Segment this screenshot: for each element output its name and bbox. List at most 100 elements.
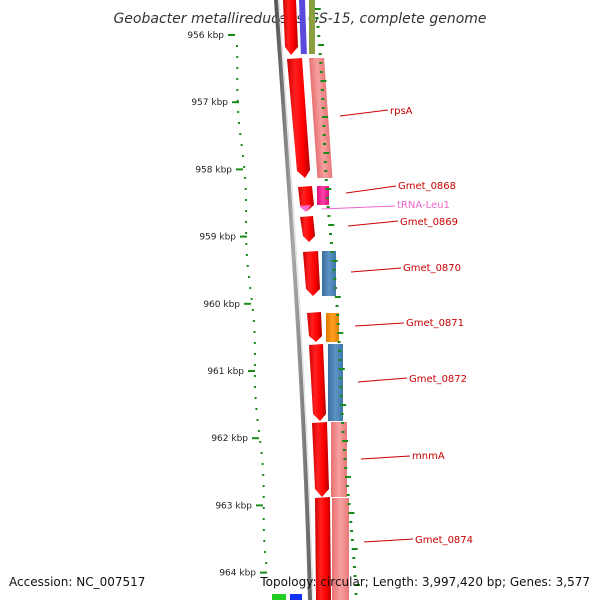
ruler-tick-label: 964 kbp [219,569,256,579]
outer-dash [342,449,346,451]
gc-skew-dot [253,353,256,355]
accession-text: Accession: NC_007517 [9,575,145,589]
outer-dash [325,188,332,190]
outer-dash [335,305,339,307]
cds-arrow [303,251,320,296]
outer-dash [339,377,343,379]
outer-dash [318,53,322,55]
outer-dash [320,80,327,82]
gc-skew-dot [247,276,250,278]
outer-dash [325,197,329,199]
gene-block-gmet0870 [322,251,336,296]
leader-line [350,267,402,273]
gc-skew-dot [260,452,263,454]
ruler-tick-label: 957 kbp [191,98,228,108]
outer-dash [350,530,354,532]
outer-dash [319,62,323,64]
feature-label-trna: tRNA-Leu1 [397,200,450,211]
gc-skew-dot [262,485,265,487]
cds-arrow [300,216,315,242]
leader-line [354,322,405,327]
gc-skew-dot [252,320,255,322]
gc-skew-dot [245,199,248,201]
outer-dash [322,125,326,127]
gc-skew-dot [237,111,240,113]
outer-dash [323,152,330,154]
gc-skew-dot [238,122,241,124]
cds-arrow [315,497,331,600]
outer-dash [321,107,325,109]
outer-dash [324,170,328,172]
outer-dash [344,467,348,469]
gene-block-gmet0871 [326,313,339,342]
genome-backbone [274,0,312,600]
gc-skew-dot [254,397,257,399]
gc-skew-dot [253,364,256,366]
outer-dash [327,215,331,217]
outer-dash [338,359,342,361]
outer-dash [342,440,349,442]
feature-label: Gmet_0869 [400,217,458,228]
position-ruler: 956 kbp 957 kbp 958 kbp 959 kbp 960 kbp 961 k… [187,31,267,579]
outer-dash [337,341,341,343]
outer-dash [338,368,345,370]
gc-skew-dot [236,100,239,102]
feature-label: rpsA [390,106,413,117]
outer-dash [315,17,319,19]
ruler-tick-label: 962 kbp [211,434,248,444]
gc-skew-dot [243,166,246,168]
gc-skew-dot [239,133,242,135]
cds-arrow [307,312,322,342]
gc-skew-dot [262,474,265,476]
outer-dash [341,422,345,424]
feature-label: Gmet_0871 [406,318,464,329]
gc-skew-dot [259,441,262,443]
gc-skew-dot [245,210,248,212]
outer-dash [346,494,350,496]
outer-dash [324,179,328,181]
ruler-tick-label: 963 kbp [215,501,252,511]
gc-skew-dot [262,507,265,509]
feature-labels: rpsA Gmet_0868 tRNA-Leu1 Gmet_0869 Gmet_… [321,106,473,546]
gene-block-rpsA [309,58,333,178]
outer-dash [347,503,351,505]
gc-skew-dot [244,177,247,179]
gc-skew-dot [241,155,244,157]
gc-skew-dot [253,331,256,333]
outer-dash [340,413,344,415]
gc-skew-dot [255,408,258,410]
outer-dash [341,431,345,433]
outer-dash [340,404,347,406]
outer-dash [330,251,334,253]
outer-dash [329,242,333,244]
gene-category-track [309,58,349,600]
feature-label: Gmet_0874 [415,535,473,546]
outer-dash [317,35,321,37]
outer-dash [319,71,323,73]
gc-skew-dot [253,375,256,377]
gc-skew-dot [257,430,260,432]
gene-block-gmet0872 [328,344,343,421]
feature-label: Gmet_0870 [403,263,461,274]
gc-skew-dot [253,342,256,344]
outer-dash [322,116,329,118]
gc-skew-dot [240,144,243,146]
outer-dash [334,287,338,289]
gc-skew-dot [249,287,252,289]
trna-marker [299,205,311,212]
feature-label: Gmet_0868 [398,181,456,192]
gc-skew-dot [236,56,239,58]
gc-skew-dot [265,562,268,564]
outer-dash [345,485,349,487]
outer-dash [339,386,343,388]
outer-dash [332,269,336,271]
cds-arrow [309,344,326,421]
outer-dash [326,206,330,208]
gene-block-gmet0874 [332,498,349,600]
feature-label: mnmA [412,451,445,462]
outer-dash [344,476,351,478]
outer-dash [314,8,321,10]
outer-dash [336,323,340,325]
feature-top-blue [299,0,307,54]
